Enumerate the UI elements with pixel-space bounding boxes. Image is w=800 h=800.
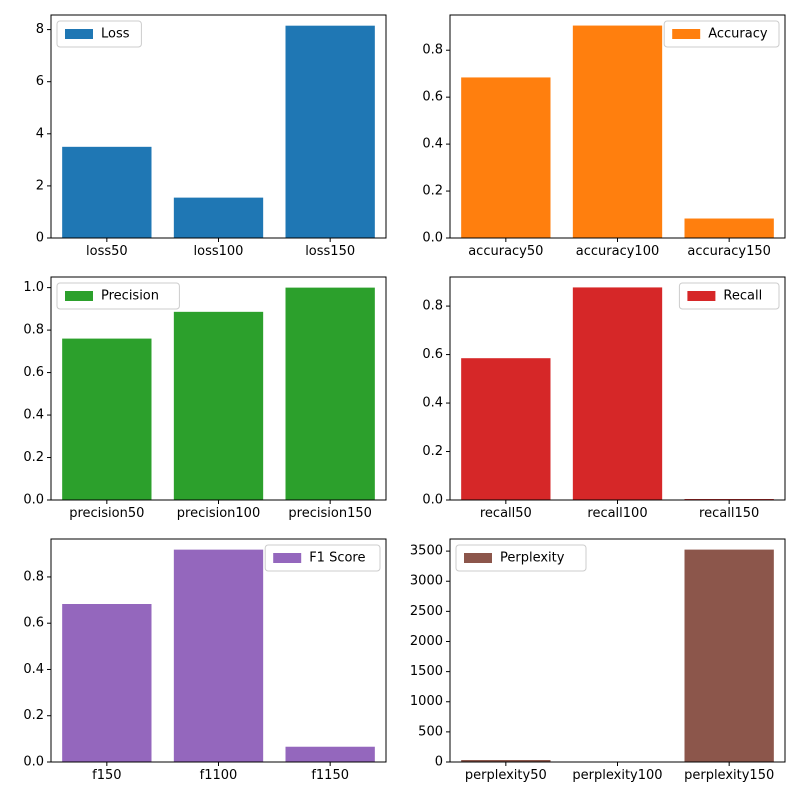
- y-tick-label: 4: [36, 126, 44, 141]
- y-tick-label: 0.4: [422, 396, 443, 411]
- x-tick-label: loss50: [86, 244, 128, 259]
- legend-label: Accuracy: [708, 27, 768, 42]
- bar-accuracy50: [461, 77, 551, 238]
- legend-frame: [264, 544, 381, 572]
- x-tick-label: perplexity50: [465, 768, 547, 783]
- x-tick-label: precision150: [288, 506, 371, 521]
- x-tick-label: accuracy150: [687, 244, 770, 259]
- bar-perplexity150: [684, 549, 774, 762]
- y-tick-label: 2000: [410, 634, 443, 649]
- y-tick-label: 0.6: [422, 347, 443, 362]
- y-tick-label: 0.8: [422, 43, 443, 58]
- y-tick-label: 0.8: [23, 569, 44, 584]
- y-tick-label: 0.8: [422, 299, 443, 314]
- y-tick-label: 0.0: [23, 755, 44, 770]
- y-tick-label: 0.0: [422, 493, 443, 508]
- legend-label: Recall: [723, 289, 762, 304]
- bar-accuracy150: [684, 218, 774, 238]
- y-tick-label: 0.6: [23, 616, 44, 631]
- legend: Recall: [678, 282, 780, 310]
- y-tick-label: 0.6: [23, 365, 44, 380]
- legend-swatch: [687, 291, 716, 301]
- y-tick-label: 0.8: [23, 323, 44, 338]
- y-tick-label: 2500: [410, 604, 443, 619]
- x-tick-label: recall100: [587, 506, 647, 521]
- y-tick-label: 0: [435, 755, 443, 770]
- subplot-4: 0.0 0.2 0.4 0.6 0.8 recall50 recall100 recall15…: [422, 276, 786, 521]
- legend-label: Loss: [101, 27, 130, 42]
- y-tick-label: 0.4: [422, 137, 443, 152]
- legend-swatch: [464, 553, 492, 563]
- x-tick-label: perplexity150: [684, 768, 774, 783]
- y-tick-label: 0.0: [23, 493, 44, 508]
- legend-swatch: [65, 29, 93, 39]
- legend-frame: [56, 20, 142, 48]
- x-tick-label: accuracy50: [468, 244, 543, 259]
- x-tick-label: perplexity100: [572, 768, 662, 783]
- legend: F1 Score: [264, 544, 381, 572]
- x-tick-label: f150: [92, 768, 121, 783]
- legend: Accuracy: [663, 20, 780, 48]
- legend-label: F1 Score: [309, 551, 365, 566]
- bar-accuracy100: [572, 25, 663, 239]
- x-tick-label: accuracy100: [576, 244, 659, 259]
- bar-precision150: [285, 287, 375, 500]
- bar-precision50: [62, 338, 152, 500]
- legend-swatch: [672, 29, 701, 39]
- y-tick-label: 3000: [410, 574, 443, 589]
- y-tick-label: 0.4: [23, 408, 44, 423]
- legend-frame: [678, 282, 780, 310]
- y-tick-label: 500: [418, 724, 443, 739]
- y-tick-label: 0.0: [422, 231, 443, 246]
- bar-loss100: [173, 197, 264, 238]
- y-tick-label: 0.2: [422, 184, 443, 199]
- x-tick-label: f1150: [311, 768, 349, 783]
- bar-loss50: [62, 146, 152, 238]
- x-tick-label: recall50: [480, 506, 532, 521]
- y-tick-label: 0: [36, 231, 44, 246]
- subplot-2: 0.0 0.2 0.4 0.6 0.8 accuracy50 accuracy100 accu…: [422, 14, 786, 259]
- legend-frame: [663, 20, 780, 48]
- bar-f1150: [285, 746, 375, 762]
- y-tick-label: 3500: [410, 544, 443, 559]
- bar-loss150: [285, 25, 375, 238]
- y-tick-label: 1.0: [23, 280, 44, 295]
- x-tick-label: f1100: [200, 768, 238, 783]
- x-tick-label: recall150: [699, 506, 759, 521]
- y-tick-label: 0.2: [23, 708, 44, 723]
- legend: Loss: [56, 20, 142, 48]
- y-tick-label: 2: [36, 178, 44, 193]
- legend-swatch: [273, 553, 302, 563]
- bar-f150: [62, 604, 152, 762]
- y-tick-label: 0.2: [422, 444, 443, 459]
- y-tick-label: 0.6: [422, 90, 443, 105]
- bar-f1100: [173, 549, 264, 762]
- y-tick-label: 1000: [410, 694, 443, 709]
- legend-label: Perplexity: [500, 551, 565, 566]
- bar-perplexity50: [461, 760, 551, 762]
- subplot-3: 0.0 0.2 0.4 0.6 0.8 1.0 precision50 precision10…: [23, 276, 387, 521]
- legend-swatch: [65, 291, 93, 301]
- subplot-1: 0 2 4 6 8 loss50 loss100 loss150 Loss: [36, 14, 387, 259]
- x-tick-label: precision50: [69, 506, 144, 521]
- y-tick-label: 8: [36, 22, 44, 37]
- x-tick-label: precision100: [177, 506, 260, 521]
- subplot-6: 0 500 1000 1500 2000 2500 3000 3500 perplexity50…: [410, 538, 786, 783]
- x-tick-label: loss100: [194, 244, 244, 259]
- y-tick-label: 0.4: [23, 662, 44, 677]
- legend: Precision: [56, 282, 180, 310]
- y-tick-label: 6: [36, 74, 44, 89]
- legend: Perplexity: [455, 544, 587, 572]
- legend-label: Precision: [101, 289, 159, 304]
- bar-recall50: [461, 358, 551, 500]
- legend-frame: [455, 544, 587, 572]
- y-tick-label: 0.2: [23, 450, 44, 465]
- bar-precision100: [173, 311, 264, 500]
- subplot-5: 0.0 0.2 0.4 0.6 0.8 f150 f1100 f1150 F1 Score: [23, 538, 387, 783]
- legend-frame: [56, 282, 180, 310]
- bar-recall100: [572, 287, 663, 500]
- x-tick-label: loss150: [305, 244, 355, 259]
- y-tick-label: 1500: [410, 664, 443, 679]
